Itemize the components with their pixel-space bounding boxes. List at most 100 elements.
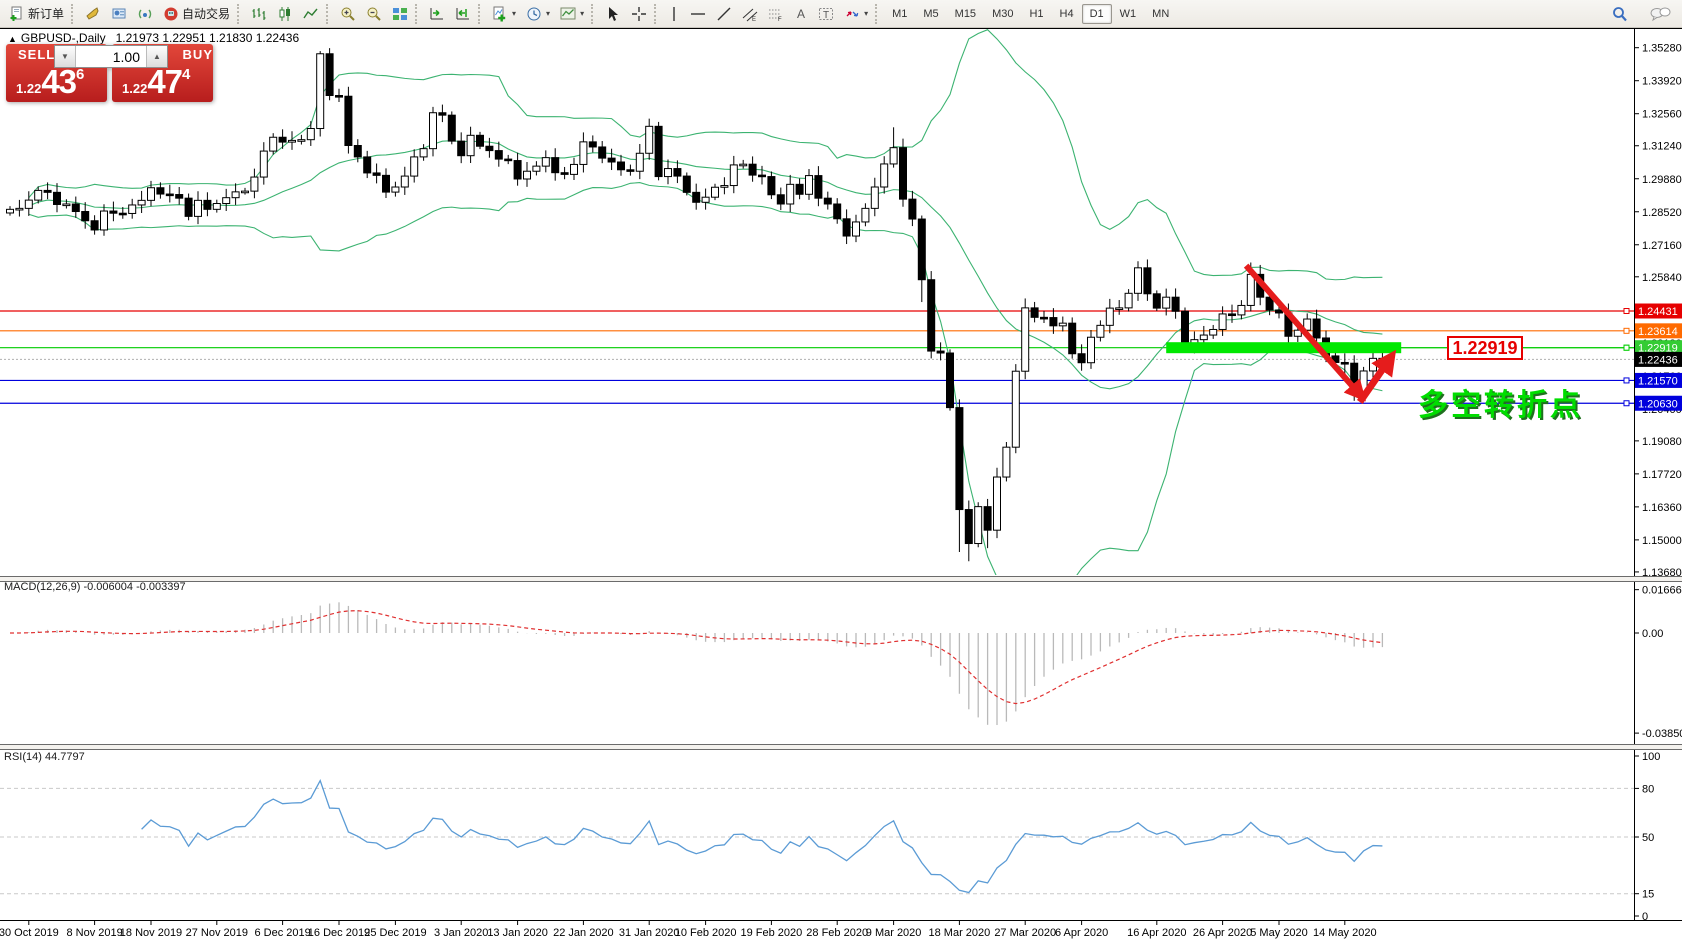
price-tick-label: 1.15000: [1642, 535, 1682, 547]
auto-scroll-button[interactable]: [450, 2, 476, 26]
periods-icon: [526, 6, 542, 22]
hline-button[interactable]: [685, 2, 711, 26]
zoom-in-button[interactable]: [335, 2, 361, 26]
label-button[interactable]: T: [813, 2, 839, 26]
timeframe-button-W1[interactable]: W1: [1119, 7, 1137, 20]
shapes-icon: [844, 6, 860, 22]
date-tick-label: 16 Apr 2020: [1127, 927, 1186, 939]
red-down-arrow[interactable]: [1243, 263, 1367, 402]
horn-button[interactable]: [80, 2, 106, 26]
market-watch-icon: [111, 6, 127, 22]
volume-decrease-button[interactable]: ▼: [55, 46, 76, 67]
timeframe-button-M15[interactable]: M15: [954, 7, 977, 20]
toolbar-separator: [237, 3, 244, 24]
macd-tick-label: -0.038504: [1642, 728, 1682, 740]
price-axis[interactable]: 1.35280 1.33920 1.32560 1.31240 1.29880 1.285…: [1623, 43, 1682, 923]
rsi-tick-label: 50: [1642, 832, 1654, 844]
tile-windows-button[interactable]: [387, 2, 413, 26]
hline-icon: [690, 6, 706, 22]
candle-chart-button[interactable]: [272, 2, 298, 26]
date-tick-label: 3 Jan 2020: [434, 927, 488, 939]
rsi-tick-label: 100: [1642, 751, 1660, 763]
bid-price: 1.22436: [16, 63, 85, 100]
macd-pane[interactable]: [9, 602, 1384, 726]
line-chart-button[interactable]: [298, 2, 324, 26]
shift-end-icon: [429, 6, 445, 22]
indicators-button[interactable]: ▾: [487, 2, 521, 26]
symbol-period-label: GBPUSD-,Daily: [20, 31, 106, 45]
text-icon: A: [794, 6, 808, 22]
price-tick-label: 1.31240: [1642, 141, 1682, 153]
search-button[interactable]: [1606, 2, 1634, 26]
rsi-pane[interactable]: [0, 778, 1634, 895]
vline-button[interactable]: [663, 2, 685, 26]
timeframe-button-H1[interactable]: H1: [1029, 7, 1044, 20]
cursor-button[interactable]: [600, 2, 626, 26]
chart-collapse-arrow[interactable]: ▲: [8, 34, 17, 44]
fibo-icon: F: [768, 6, 784, 22]
pane-separator-macd[interactable]: [0, 576, 1682, 582]
pane-separator-rsi[interactable]: [0, 744, 1682, 750]
chevron-down-icon: ▾: [546, 9, 551, 18]
new-order-button[interactable]: 新订单: [4, 2, 69, 26]
timeframe-button-M1[interactable]: M1: [892, 7, 908, 20]
date-tick-label: 6 Apr 2020: [1055, 927, 1108, 939]
shapes-button[interactable]: ▾: [839, 2, 873, 26]
date-tick-label: 31 Jan 2020: [619, 927, 680, 939]
shift-end-button[interactable]: [424, 2, 450, 26]
highlight-bar[interactable]: [1166, 342, 1402, 354]
signal-button[interactable]: [132, 2, 158, 26]
crosshair-icon: [631, 6, 647, 22]
svg-text:1.20630: 1.20630: [1638, 398, 1678, 410]
indicators-icon: [492, 6, 508, 22]
volume-input[interactable]: [76, 46, 146, 67]
red-up-arrow[interactable]: [1356, 349, 1397, 405]
main-price-pane[interactable]: [0, 29, 1634, 596]
price-tick-label: 1.17720: [1642, 469, 1682, 481]
templates-button[interactable]: ▾: [555, 2, 589, 26]
chart-title: ▲ GBPUSD-,Daily 1.21973 1.22951 1.21830 1.…: [8, 31, 299, 45]
price-tick-label: 1.16360: [1642, 502, 1682, 514]
timeframe-button-M30[interactable]: M30: [992, 7, 1014, 20]
macd-label: MACD(12,26,9) -0.006004 -0.003397: [4, 581, 186, 593]
text-button[interactable]: A: [789, 2, 813, 26]
market-watch-button[interactable]: [106, 2, 132, 26]
bar-chart-icon: [251, 6, 267, 22]
price-tick-label: 1.32560: [1642, 109, 1682, 121]
date-tick-label: 22 Jan 2020: [553, 927, 614, 939]
date-tick-label: 26 Apr 2020: [1193, 927, 1252, 939]
svg-text:1.22436: 1.22436: [1638, 354, 1678, 366]
timeframe-button-H4[interactable]: H4: [1059, 7, 1074, 20]
volume-increase-button[interactable]: ▲: [146, 46, 167, 67]
price-tick-label: 1.35280: [1642, 43, 1682, 55]
date-tick-label: 9 Mar 2020: [866, 927, 922, 939]
cursor-icon: [605, 6, 621, 22]
chinese-annotation[interactable]: 多空转折点: [1418, 389, 1583, 422]
channel-icon: E: [742, 6, 758, 22]
crosshair-button[interactable]: [626, 2, 652, 26]
price-callout-box[interactable]: 1.22919: [1447, 336, 1523, 360]
zoom-out-button[interactable]: [361, 2, 387, 26]
trendline-button[interactable]: [711, 2, 737, 26]
timeframe-button-MN[interactable]: MN: [1152, 7, 1170, 20]
toolbar-separator: [71, 3, 78, 24]
bar-chart-button[interactable]: [246, 2, 272, 26]
buy-label: BUY: [182, 47, 213, 62]
price-tick-label: 1.13680: [1642, 567, 1682, 579]
label-icon: T: [818, 6, 834, 22]
auto-trading-button[interactable]: 自动交易: [158, 2, 235, 26]
price-tick-label: 1.33920: [1642, 76, 1682, 88]
toolbar-separator: [654, 3, 661, 24]
fibo-button[interactable]: F: [763, 2, 789, 26]
date-tick-label: 28 Feb 2020: [806, 927, 868, 939]
zoom-in-icon: [340, 6, 356, 22]
timeframe-button-D1[interactable]: D1: [1081, 3, 1112, 24]
sell-label: SELL: [18, 47, 56, 62]
channel-button[interactable]: E: [737, 2, 763, 26]
chat-button[interactable]: [1644, 2, 1676, 26]
date-tick-label: 13 Jan 2020: [487, 927, 548, 939]
timeframe-button-M5[interactable]: M5: [923, 7, 939, 20]
periods-button[interactable]: ▾: [521, 2, 555, 26]
